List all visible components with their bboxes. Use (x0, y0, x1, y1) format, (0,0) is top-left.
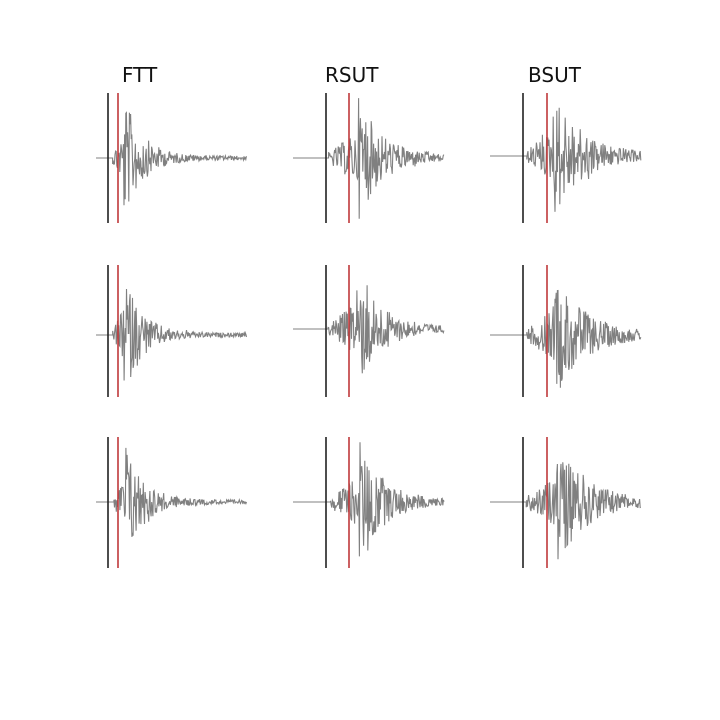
panels (96, 93, 642, 568)
column-title: FTT (122, 63, 158, 87)
waveform (293, 285, 445, 374)
column-title: BSUT (528, 63, 582, 87)
column-title: RSUT (325, 63, 379, 87)
waveform (490, 289, 642, 388)
waveform (293, 98, 445, 219)
waveform (490, 462, 641, 560)
waveform (96, 447, 248, 537)
waveform (96, 111, 247, 206)
waveform (96, 288, 248, 381)
waveform (490, 107, 642, 212)
